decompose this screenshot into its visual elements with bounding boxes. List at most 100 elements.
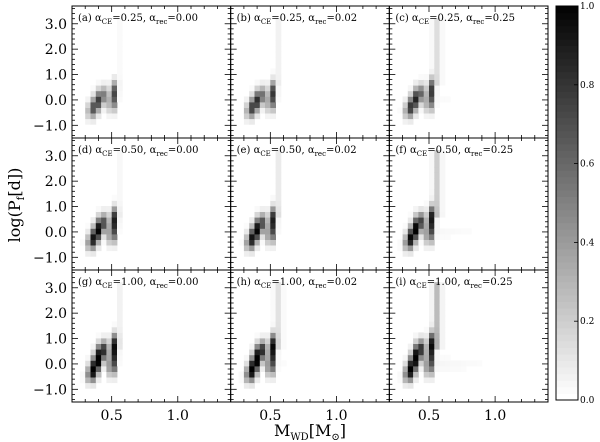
- panel-annotation: (a) αCE=0.25, αrec=0.00: [78, 13, 198, 26]
- heatmap-cell: [90, 107, 97, 114]
- heatmap-cell: [423, 96, 430, 103]
- heatmap-cell: [455, 366, 462, 372]
- heatmap-cell: [249, 234, 255, 240]
- heatmap-cell: [434, 293, 440, 300]
- heatmap-cells: [238, 150, 282, 257]
- heatmap-cell: [407, 366, 414, 372]
- y-tick-label: 2.0: [45, 306, 67, 322]
- colorbar-step: [556, 314, 578, 322]
- heatmap-cell: [429, 245, 435, 252]
- heatmap-cell: [243, 222, 250, 229]
- heatmap-cell: [434, 79, 440, 86]
- heatmap-cell: [413, 79, 419, 86]
- heatmap-cell: [407, 234, 414, 240]
- heatmap-cell: [439, 23, 446, 30]
- heatmap-cell: [280, 360, 287, 367]
- colorbar-step: [556, 275, 578, 283]
- heatmap-cell: [111, 354, 118, 361]
- heatmap-cell: [402, 377, 409, 384]
- heatmap-cell: [111, 217, 118, 224]
- heatmap-cell: [243, 382, 250, 389]
- heatmap-cell: [439, 183, 446, 190]
- heatmap-cell: [434, 338, 440, 344]
- colorbar-step: [556, 183, 578, 191]
- heatmap-cell: [407, 360, 414, 367]
- heatmap-cell: [429, 282, 435, 289]
- heatmap-cell: [101, 107, 107, 114]
- y-tick-label: 2.0: [45, 174, 67, 190]
- heatmap-cell: [434, 304, 440, 311]
- colorbar-step: [556, 334, 578, 342]
- heatmap-cell: [117, 282, 123, 289]
- heatmap-cell: [270, 298, 276, 305]
- heatmap-cell: [265, 102, 271, 108]
- heatmap-cell: [429, 206, 435, 212]
- heatmap-cell: [117, 332, 123, 339]
- colorbar-step: [556, 65, 578, 73]
- heatmap-cell: [434, 18, 440, 25]
- heatmap-cell: [243, 360, 250, 367]
- heatmap-cell: [270, 79, 276, 86]
- heatmap-cell: [413, 222, 419, 229]
- heatmap-cell: [249, 217, 255, 224]
- colorbar-step: [556, 78, 578, 86]
- heatmap-cell: [439, 310, 446, 317]
- heatmap-cell: [85, 354, 91, 361]
- heatmap-cell: [439, 40, 446, 47]
- heatmap-cell: [434, 102, 440, 108]
- heatmap-cell: [439, 34, 446, 41]
- x-tick-label: 0.5: [418, 408, 440, 424]
- heatmap-cell: [106, 366, 113, 372]
- colorbar-step: [556, 393, 578, 401]
- heatmap-cell: [439, 234, 446, 240]
- heatmap-cell: [423, 234, 430, 240]
- colorbar-step: [556, 176, 578, 184]
- heatmap-cell: [407, 354, 414, 361]
- heatmap-cell: [85, 118, 91, 125]
- heatmap-cell: [249, 118, 255, 125]
- heatmap-cell: [444, 366, 451, 372]
- heatmap-cell: [117, 194, 123, 201]
- heatmap-cell: [249, 354, 255, 361]
- heatmap-cell: [429, 18, 435, 25]
- heatmap-cell: [418, 107, 425, 114]
- heatmap-cell: [439, 315, 446, 322]
- heatmap-cell: [249, 228, 255, 235]
- heatmap-cell: [413, 343, 419, 350]
- heatmap-cell: [243, 354, 250, 361]
- heatmap-cell: [418, 360, 425, 367]
- heatmap-cell: [275, 189, 282, 196]
- heatmap-cell: [111, 239, 118, 246]
- heatmap-cell: [418, 332, 425, 339]
- heatmap-cell: [111, 371, 118, 378]
- heatmap-cell: [439, 79, 446, 86]
- heatmap-cell: [249, 371, 255, 378]
- heatmap-cell: [418, 211, 425, 218]
- heatmap-cell: [265, 206, 271, 212]
- heatmap-cell: [407, 85, 414, 92]
- heatmap-cell: [423, 102, 430, 108]
- heatmap-cell: [466, 228, 472, 235]
- heatmap-cell: [79, 377, 86, 384]
- heatmap-cell: [111, 360, 118, 367]
- heatmap-cell: [106, 239, 113, 246]
- heatmap-cell: [265, 354, 271, 361]
- heatmap-cell: [444, 234, 451, 240]
- heatmap-cell: [106, 107, 113, 114]
- heatmap-cell: [270, 96, 276, 103]
- heatmap-cell: [418, 96, 425, 103]
- colorbar-step: [556, 380, 578, 388]
- heatmap-cell: [249, 113, 255, 120]
- panel-b: (b) αCE=0.25, αrec=0.02: [230, 5, 390, 139]
- heatmap-cell: [439, 366, 446, 372]
- heatmap-cell: [79, 239, 86, 246]
- heatmap-cell: [106, 217, 113, 224]
- heatmap-cells: [79, 150, 123, 257]
- heatmap-cell: [423, 79, 430, 86]
- heatmap-cells: [397, 150, 472, 257]
- heatmap-cell: [413, 371, 419, 378]
- heatmap-cell: [95, 234, 102, 240]
- heatmap-cell: [259, 239, 266, 246]
- heatmap-cell: [439, 57, 446, 64]
- colorbar-step: [556, 45, 578, 53]
